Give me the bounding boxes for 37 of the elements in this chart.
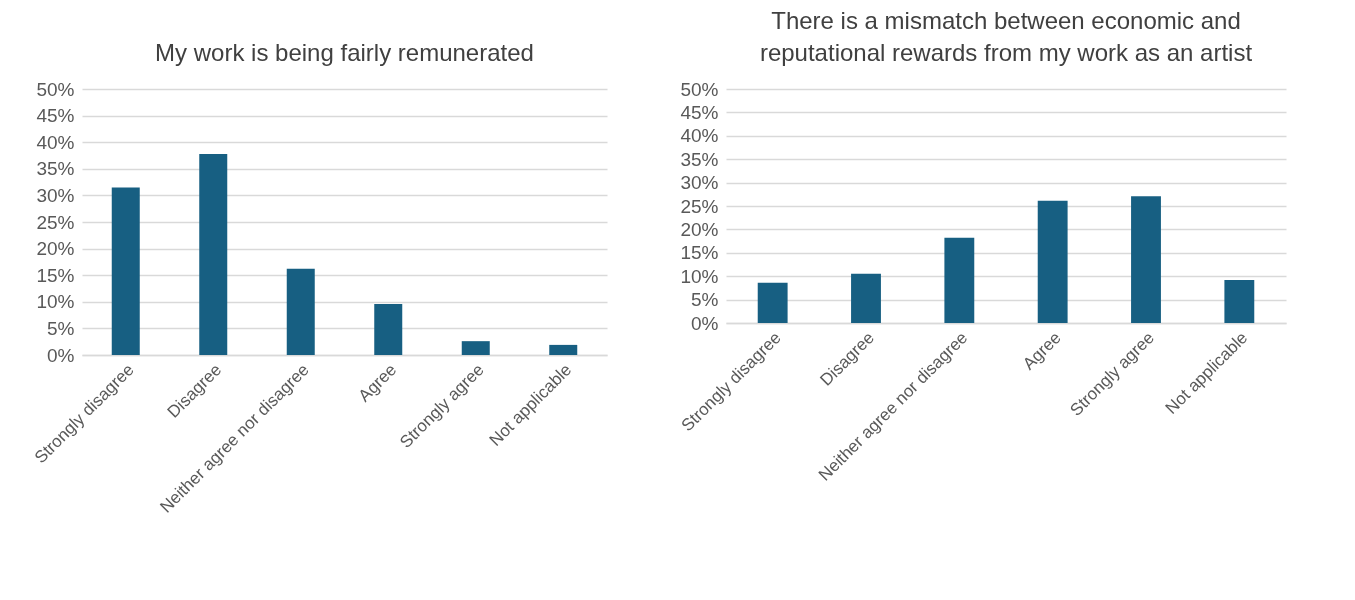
y-tick-label: 40% bbox=[680, 125, 719, 147]
y-tick-label: 30% bbox=[680, 172, 719, 194]
y-tick-label: 40% bbox=[36, 131, 75, 153]
y-tick-label: 10% bbox=[36, 291, 75, 313]
y-tick-label: 25% bbox=[36, 211, 75, 233]
bar bbox=[461, 341, 490, 355]
chart-title: My work is being fairly remunerated bbox=[155, 39, 534, 66]
bar bbox=[851, 273, 881, 323]
y-tick-label: 30% bbox=[36, 184, 75, 206]
bar bbox=[944, 237, 975, 323]
y-tick-label: 20% bbox=[680, 218, 719, 240]
bar bbox=[549, 344, 578, 355]
y-tick-label: 50% bbox=[36, 78, 75, 100]
bar bbox=[374, 303, 403, 355]
y-tick-label: 45% bbox=[36, 105, 75, 127]
y-tick-label: 5% bbox=[47, 317, 75, 339]
bar bbox=[1224, 279, 1255, 323]
bar bbox=[1037, 200, 1068, 323]
y-tick-label: 50% bbox=[680, 78, 719, 100]
bar bbox=[757, 282, 788, 323]
bar bbox=[199, 153, 228, 355]
y-tick-label: 35% bbox=[680, 148, 719, 170]
y-tick-label: 20% bbox=[36, 238, 75, 260]
y-tick-label: 0% bbox=[691, 312, 719, 334]
y-tick-label: 15% bbox=[680, 242, 719, 264]
y-tick-label: 0% bbox=[47, 344, 75, 366]
y-tick-label: 45% bbox=[680, 101, 719, 123]
bar bbox=[1131, 196, 1161, 323]
y-tick-label: 25% bbox=[680, 195, 719, 217]
y-tick-label: 35% bbox=[36, 158, 75, 180]
text: There is a mismatch between economic and bbox=[771, 7, 1241, 34]
bar bbox=[111, 187, 140, 355]
y-tick-label: 5% bbox=[691, 289, 719, 311]
y-tick-label: 15% bbox=[36, 264, 75, 286]
y-tick-label: 10% bbox=[680, 265, 719, 287]
bar bbox=[286, 268, 315, 355]
text: reputational rewards from my work as an artist bbox=[759, 39, 1253, 66]
